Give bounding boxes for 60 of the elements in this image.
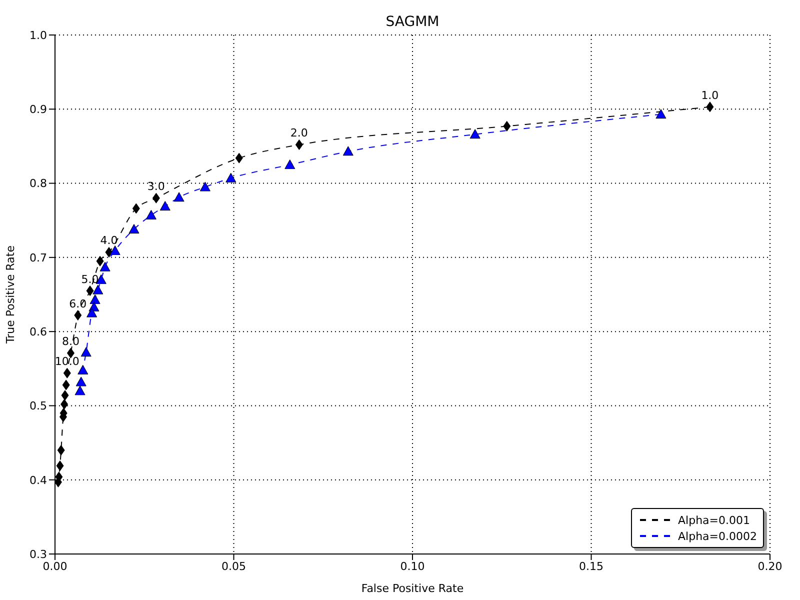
point <box>80 347 92 357</box>
point <box>60 398 68 410</box>
chart-title: SAGMM <box>384 14 440 30</box>
annotation: 3.0 <box>147 180 165 194</box>
legend-label: Alpha=0.0002 <box>678 530 757 542</box>
x-tick-label: 0.20 <box>758 560 782 573</box>
point <box>174 192 184 202</box>
point <box>200 182 210 192</box>
y-tick-label: 0.5 <box>30 400 47 413</box>
point <box>656 109 666 119</box>
legend-label: Alpha=0.001 <box>678 514 750 526</box>
point <box>90 294 100 304</box>
annotation: 1.0 <box>701 88 719 102</box>
point <box>342 146 354 156</box>
annotation: 2.0 <box>290 126 308 140</box>
y-tick-label: 0.4 <box>30 474 47 487</box>
point <box>92 284 104 294</box>
point <box>86 308 98 318</box>
x-axis-title: False Positive Rate <box>361 582 464 595</box>
y-tick-label: 0.6 <box>30 325 47 338</box>
point <box>96 256 104 266</box>
point <box>74 310 82 321</box>
y-tick-label: 1.0 <box>30 28 47 42</box>
point <box>74 386 86 396</box>
x-tick-label: 0.15 <box>579 560 604 573</box>
point <box>110 246 120 256</box>
point <box>62 380 70 390</box>
y-tick-label: 0.8 <box>30 177 47 190</box>
y-tick-label: 0.3 <box>30 548 47 561</box>
point <box>295 139 303 150</box>
point <box>128 224 140 234</box>
annotation: 4.0 <box>100 234 118 248</box>
point <box>61 390 69 401</box>
point <box>226 172 236 182</box>
point <box>235 152 243 164</box>
point <box>503 120 511 132</box>
point <box>86 286 94 296</box>
point <box>78 364 88 374</box>
x-tick-label: 0.00 <box>42 560 68 573</box>
point <box>160 201 170 211</box>
y-axis-title: True Positive Rate <box>4 245 17 344</box>
annotation: 5.0 <box>81 272 99 286</box>
point <box>152 192 160 204</box>
x-tick-label: 0.05 <box>222 560 246 573</box>
point <box>706 102 714 112</box>
point <box>63 368 71 378</box>
point <box>56 460 64 472</box>
y-tick-label: 0.9 <box>30 103 47 116</box>
point <box>470 129 480 139</box>
point <box>76 376 86 386</box>
annotation: 8.0 <box>62 335 80 348</box>
point <box>57 444 65 456</box>
annotation: 6.0 <box>69 297 87 310</box>
x-tick-label: 0.10 <box>400 560 425 573</box>
y-tick-label: 0.7 <box>30 251 47 264</box>
point <box>146 210 156 220</box>
point <box>132 203 140 214</box>
point <box>284 160 296 169</box>
point <box>100 262 110 272</box>
annotation: 10.0 <box>54 355 80 368</box>
